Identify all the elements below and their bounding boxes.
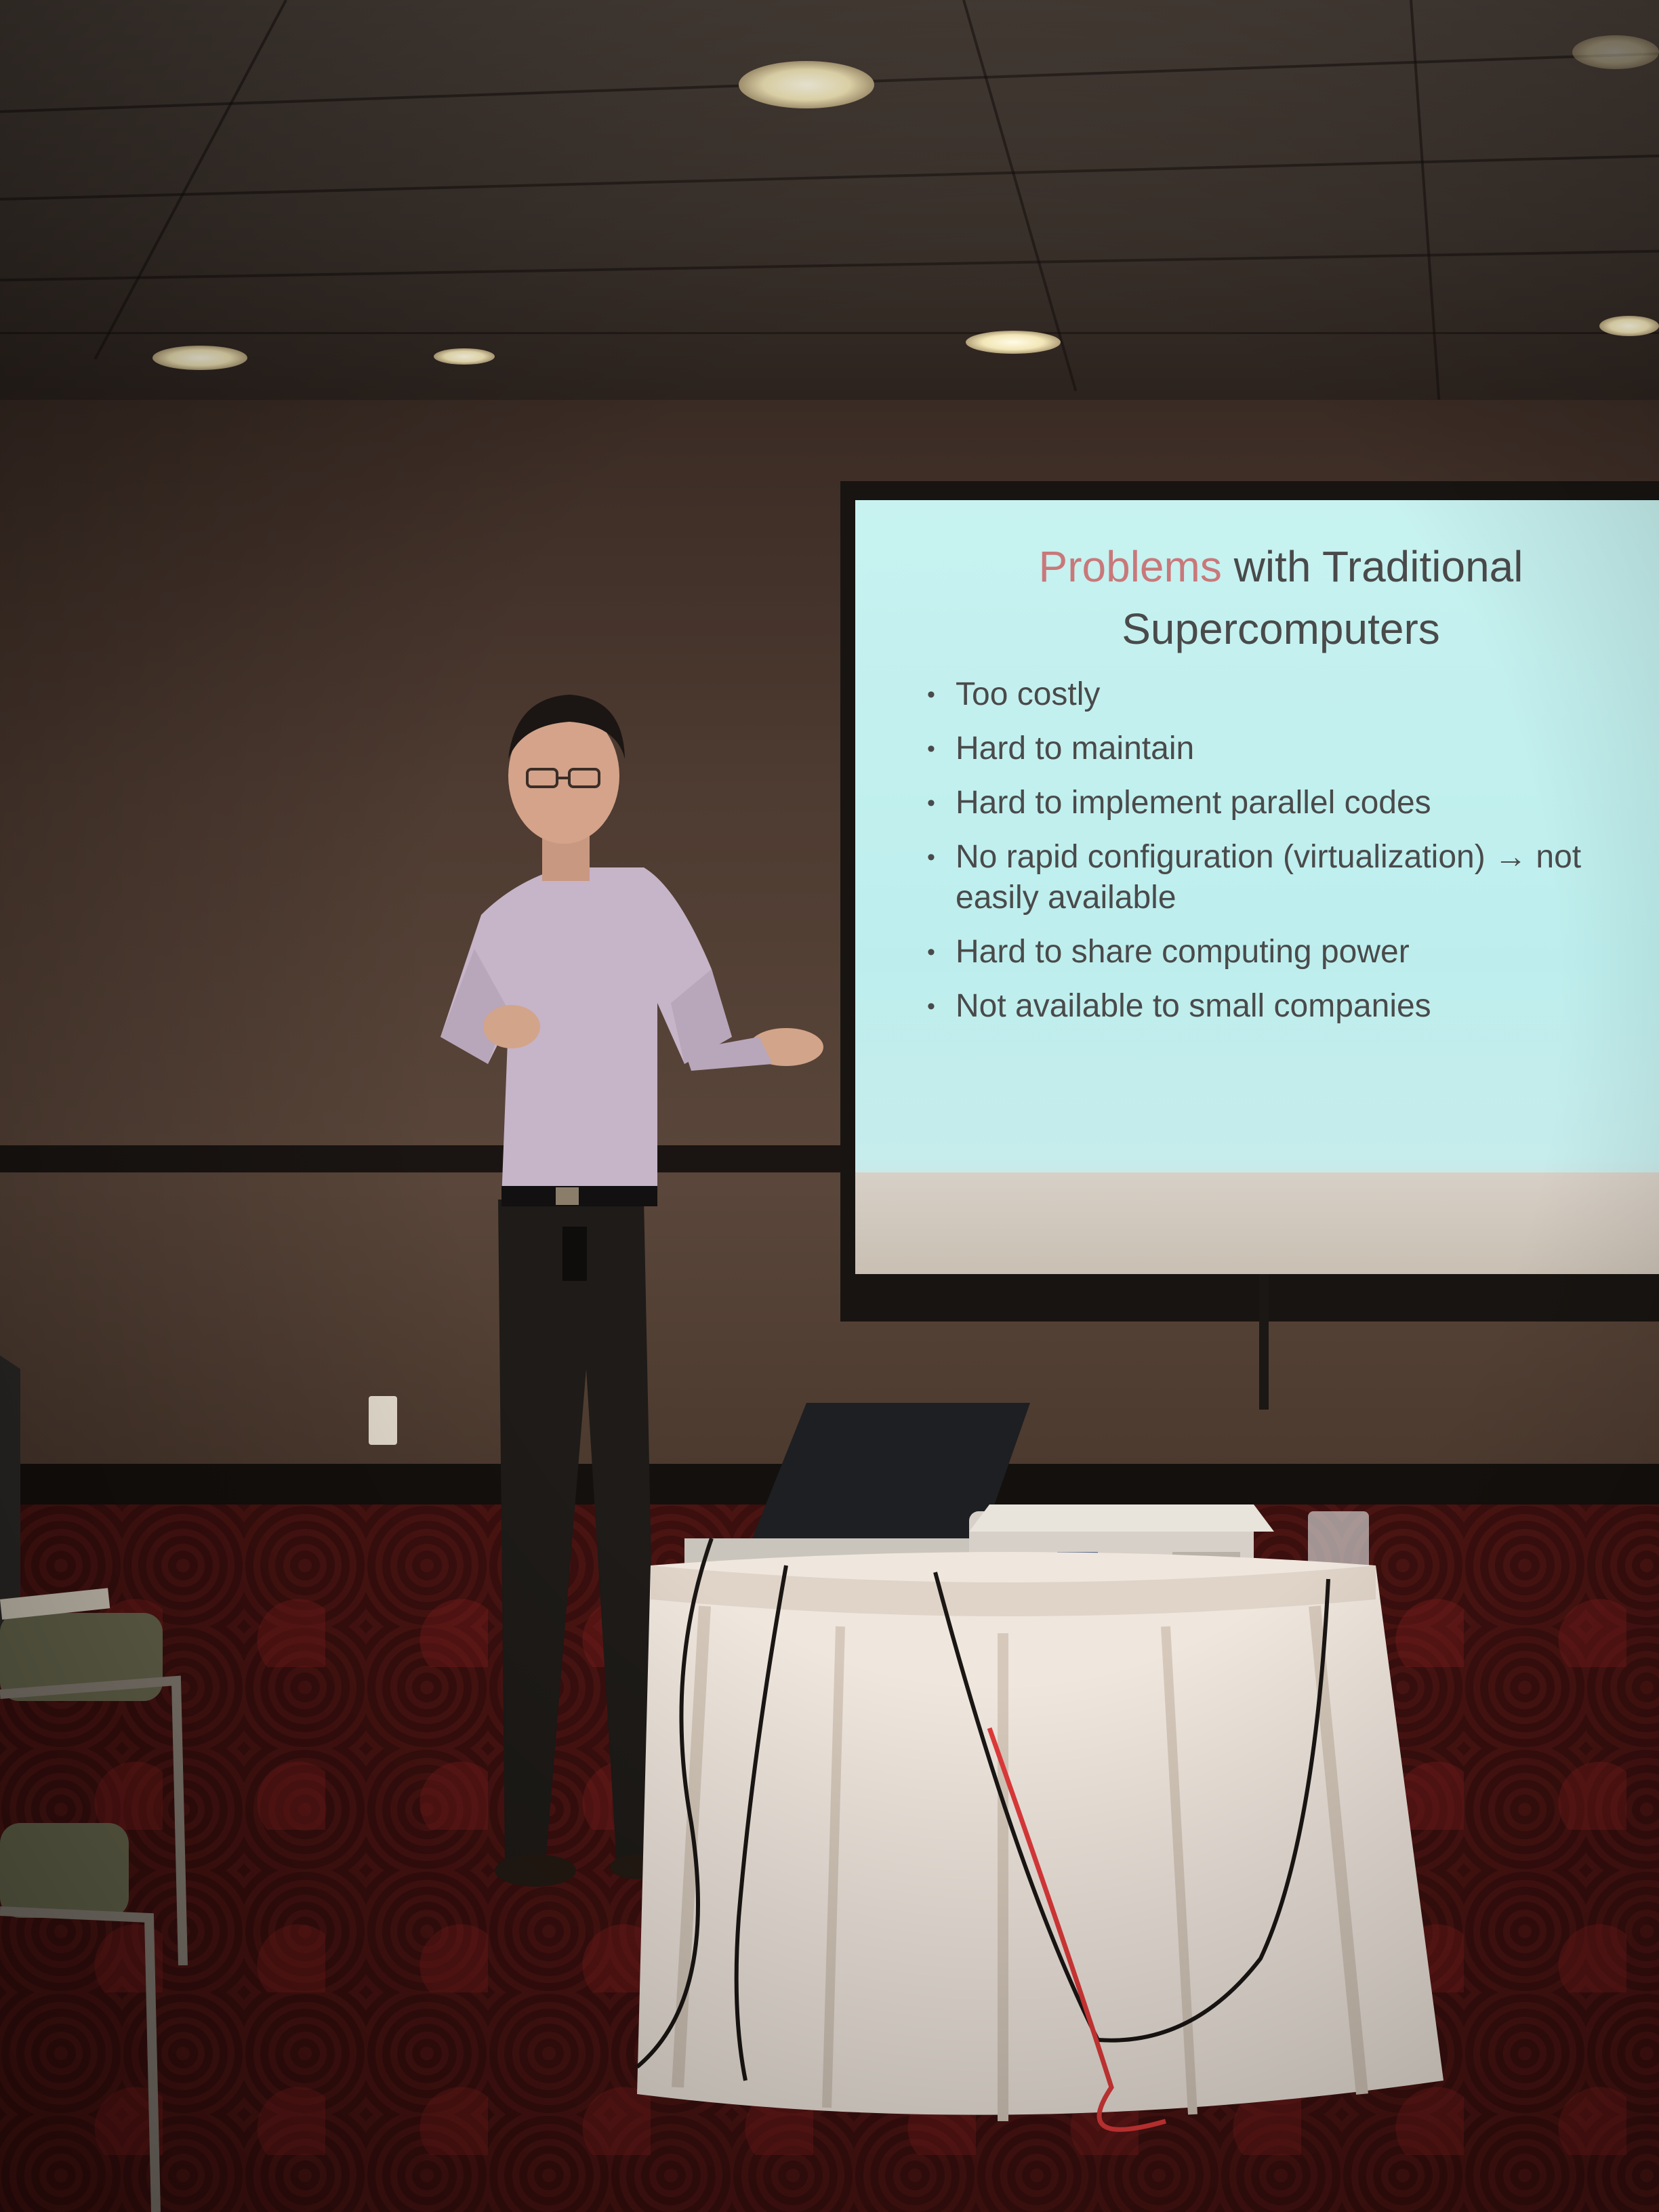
presenter — [441, 695, 823, 1887]
slide-bullet: Hard to share computing power — [922, 932, 1640, 972]
audience-chairs — [0, 1355, 188, 2212]
ceiling-light — [966, 331, 1061, 354]
wall-outlet — [369, 1396, 397, 1445]
slide-bullet: Not available to small companies — [922, 986, 1640, 1027]
slide-title: Problems with Traditional Supercomputers — [922, 535, 1640, 660]
slide-bullet: No rapid configuration (virtualization) … — [922, 837, 1640, 918]
ceiling-light — [152, 346, 247, 370]
ceiling-light — [1599, 316, 1659, 336]
ceiling — [0, 0, 1659, 407]
slide-title-accent: Problems — [1038, 542, 1222, 591]
slide-bullet: Too costly — [922, 674, 1640, 715]
presentation-table — [636, 1403, 1443, 2132]
slide-bullet: Hard to maintain — [922, 729, 1640, 769]
screen-lower-margin — [855, 1172, 1659, 1274]
ceiling-light — [739, 61, 874, 108]
ceiling-light — [434, 348, 495, 365]
slide-bullet: Hard to implement parallel codes — [922, 783, 1640, 823]
screen-stand-pole — [1259, 1274, 1269, 1410]
slide-title-line2: Supercomputers — [1122, 605, 1440, 653]
ceiling-light — [1572, 35, 1659, 69]
slide-title-line1: with Traditional — [1221, 542, 1523, 591]
slide-bullet-list: Too costly Hard to maintain Hard to impl… — [922, 674, 1640, 1040]
